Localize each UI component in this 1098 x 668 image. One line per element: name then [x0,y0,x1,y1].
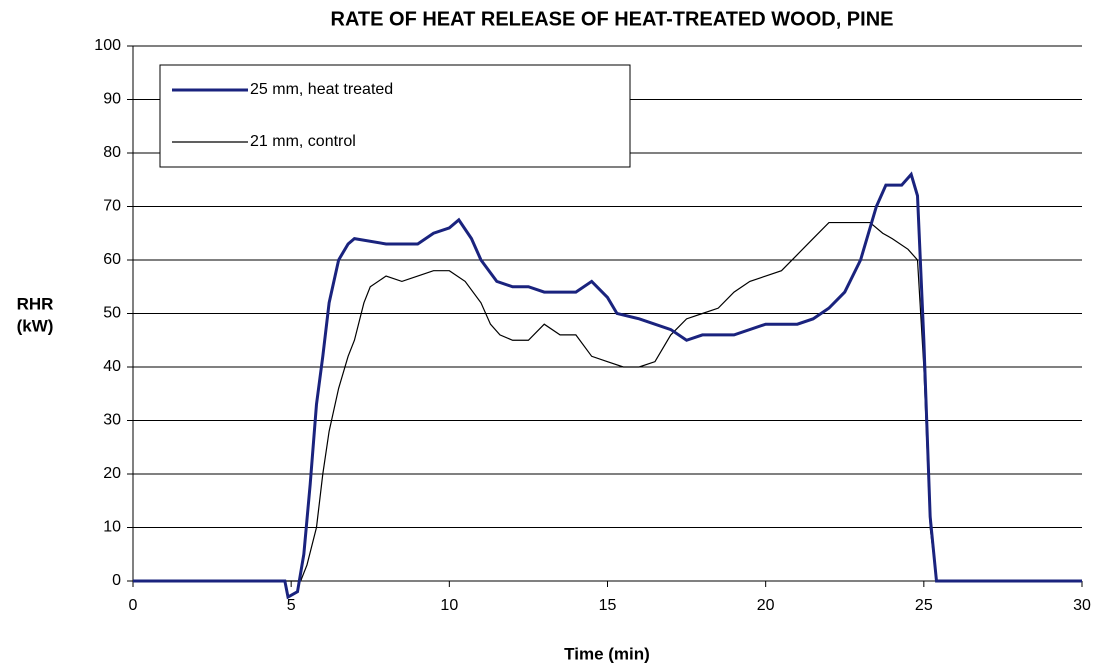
y-tick-label: 50 [103,305,121,322]
y-tick-label: 20 [103,465,121,482]
x-tick-label: 0 [129,597,138,614]
y-tick-label: 40 [103,358,121,375]
y-tick-label: 30 [103,412,121,429]
y-axis-label: RHR [17,294,54,313]
y-tick-label: 90 [103,91,121,108]
x-tick-label: 5 [287,597,296,614]
y-tick-label: 10 [103,519,121,536]
y-tick-label: 70 [103,198,121,215]
legend-box [159,64,631,168]
legend-label: 25 mm, heat treated [250,81,393,98]
series-line [133,171,1082,600]
x-axis-label: Time (min) [564,644,650,663]
y-tick-label: 80 [103,144,121,161]
y-tick-label: 60 [103,251,121,268]
x-tick-label: 10 [440,597,458,614]
series-line [133,221,1082,582]
x-tick-label: 15 [599,597,617,614]
x-tick-label: 25 [915,597,933,614]
y-axis-label: (kW) [17,316,54,335]
y-tick-label: 100 [94,37,121,54]
x-tick-label: 30 [1073,597,1091,614]
y-tick-label: 0 [112,572,121,589]
x-tick-label: 20 [757,597,775,614]
legend-label: 21 mm, control [250,133,356,150]
chart-title: RATE OF HEAT RELEASE OF HEAT-TREATED WOO… [331,8,894,30]
